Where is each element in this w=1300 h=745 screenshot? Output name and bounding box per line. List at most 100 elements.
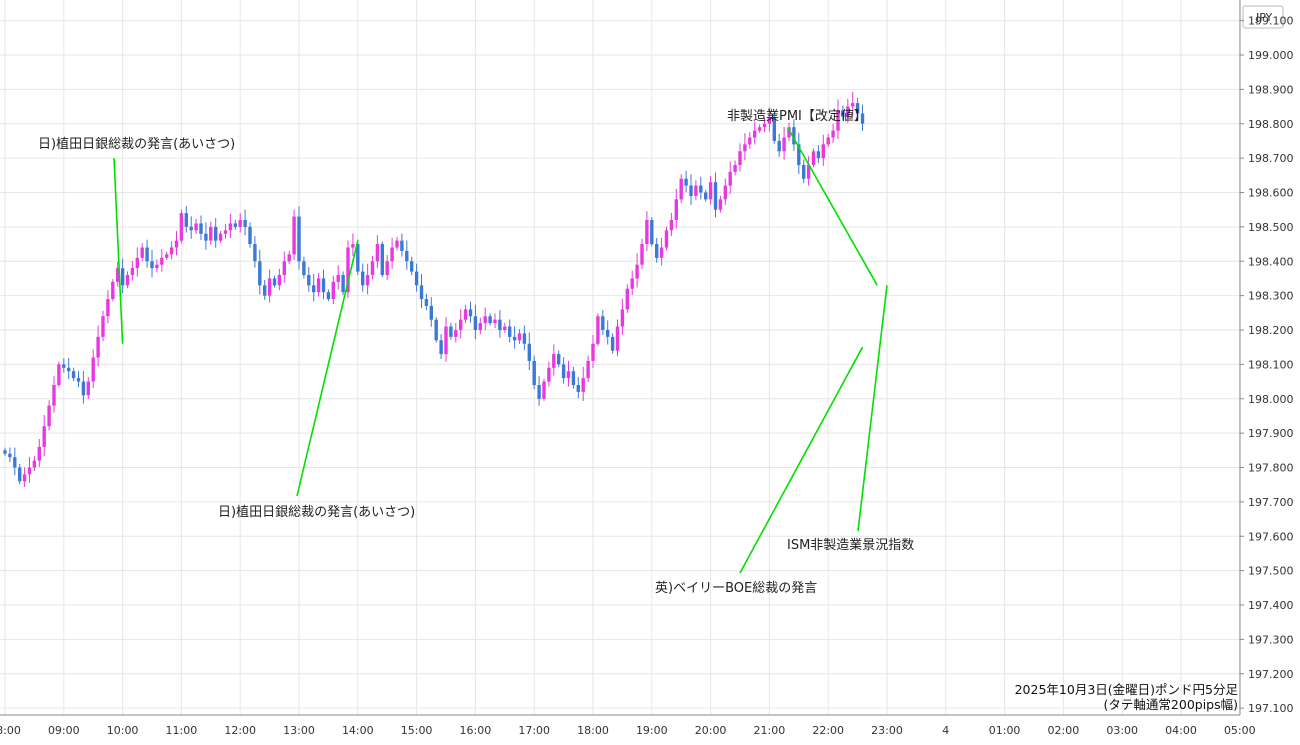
candle-body — [689, 185, 693, 196]
candle-body — [831, 130, 835, 138]
candle-body — [351, 244, 355, 248]
candle-body — [566, 371, 571, 379]
candle-body — [664, 230, 669, 248]
candle-body — [361, 271, 365, 286]
x-tick-label: 12:00 — [224, 724, 256, 737]
candle-body — [18, 467, 22, 482]
x-tick-label: 14:00 — [342, 724, 374, 737]
candle-body — [630, 278, 634, 289]
candle-body — [542, 381, 546, 399]
candle-body — [116, 268, 120, 282]
candle-body — [272, 278, 277, 286]
candle-body — [787, 127, 791, 138]
candle-body — [67, 367, 71, 372]
candle-body — [645, 220, 649, 245]
candle-body — [214, 226, 218, 241]
candle-body — [209, 226, 213, 241]
candle-body — [821, 144, 825, 159]
y-tick-label: 199.000 — [1248, 49, 1294, 62]
candle-body — [414, 271, 419, 286]
candle-body — [797, 144, 801, 165]
y-axis: JPY — [1239, 0, 1284, 715]
candle-body — [341, 275, 345, 293]
candle-body — [22, 474, 27, 482]
x-tick-label: 19:00 — [636, 724, 668, 737]
x-tick-label: 04:00 — [1165, 724, 1197, 737]
candle-body — [855, 103, 860, 114]
candle-body — [267, 278, 272, 296]
candle-body — [483, 316, 487, 324]
y-tick-label: 198.400 — [1248, 255, 1294, 268]
y-tick-label: 198.500 — [1248, 221, 1294, 234]
x-tick-label: 02:00 — [1048, 724, 1080, 737]
x-tick-label: 10:00 — [107, 724, 139, 737]
candle-body — [292, 216, 296, 255]
x-tick-label: 22:00 — [812, 724, 844, 737]
candle-body — [655, 244, 659, 258]
candle-body — [52, 385, 56, 406]
candle-body — [169, 247, 174, 255]
candle-body — [753, 130, 757, 138]
annotation-label-3: 非製造業PMI【改定値】 — [727, 108, 867, 124]
candle-body — [370, 261, 375, 275]
candle-body — [459, 319, 463, 330]
y-tick-label: 198.700 — [1248, 152, 1294, 165]
y-tick-label: 198.800 — [1248, 118, 1294, 131]
annotation-pointer-line — [296, 240, 359, 497]
candle-body — [816, 151, 821, 159]
candle-body — [282, 261, 286, 275]
candle-body — [101, 316, 105, 337]
candle-body — [718, 199, 723, 210]
candle-body — [767, 116, 772, 124]
candle-body — [297, 216, 301, 262]
candle-body — [380, 244, 384, 275]
candle-body — [331, 281, 335, 300]
candle-body — [508, 326, 512, 337]
candle-body — [233, 223, 237, 227]
candle-body — [81, 381, 86, 396]
candle-body — [757, 127, 762, 131]
candle-body — [346, 247, 350, 293]
x-tick-labels: 08:00 09:00 10:00 11:00 12:00 13:00 14:00 15:00… — [0, 724, 1256, 737]
annotation-pointer-line — [787, 127, 878, 286]
candle-body — [811, 151, 816, 165]
candle-body — [47, 405, 51, 427]
candle-body — [674, 199, 678, 220]
annotation-pointer-line — [857, 285, 888, 532]
candle-body — [316, 278, 321, 293]
candle-body — [145, 247, 149, 262]
candle-body — [615, 326, 620, 351]
candle-body — [356, 244, 360, 272]
y-tick-label: 197.900 — [1248, 427, 1294, 440]
candle-body — [405, 250, 409, 262]
x-tick-label: 08:00 — [0, 724, 21, 737]
candle-body — [659, 247, 664, 258]
candle-body — [762, 123, 767, 128]
candle-body — [174, 240, 179, 248]
y-tick-label: 198.000 — [1248, 393, 1294, 406]
candle-body — [792, 127, 796, 145]
candle-body — [782, 137, 786, 152]
candle-body — [836, 110, 840, 131]
plot-background — [0, 0, 1240, 715]
candle-body — [307, 275, 311, 286]
candle-body — [385, 261, 389, 275]
y-tick-label: 197.100 — [1248, 702, 1294, 715]
candle-body — [204, 233, 208, 241]
candle-body — [390, 247, 394, 262]
candle-body — [395, 240, 399, 248]
x-tick-label: 17:00 — [518, 724, 550, 737]
candle-body — [3, 450, 7, 454]
caption-line-2: (タテ軸通常200pips幅) — [1104, 697, 1238, 712]
candle-body — [160, 257, 164, 265]
candle-body — [312, 285, 316, 293]
x-tick-label: 03:00 — [1106, 724, 1138, 737]
candle-body — [277, 275, 282, 286]
candle-body — [400, 240, 404, 251]
candle-body — [733, 165, 737, 172]
candle-body — [13, 457, 17, 468]
candle-body — [32, 460, 37, 468]
candle-body — [503, 326, 507, 330]
candle-body — [326, 292, 331, 300]
